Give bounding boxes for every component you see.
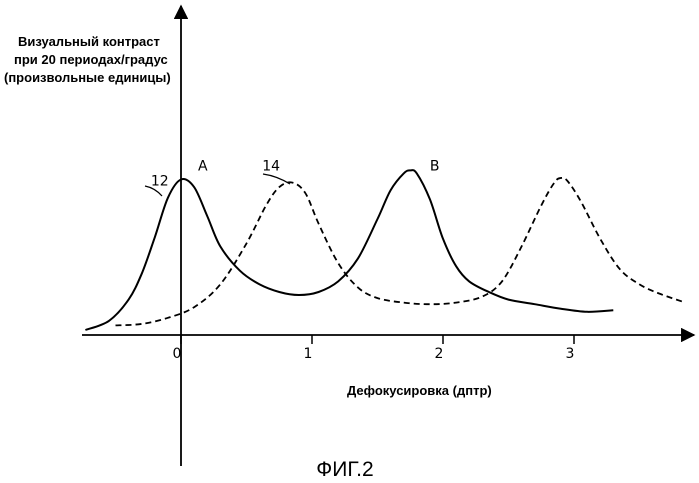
y-axis-label: Визуальный контраст при 20 периодах/град… (4, 34, 171, 85)
curve-12 (85, 170, 613, 330)
x-axis-label: Дефокусировка (дптр) (347, 383, 492, 398)
figure-caption: ФИГ.2 (316, 458, 373, 481)
annotation-0: 12 (151, 174, 169, 190)
annotation-1: A (198, 158, 208, 174)
annotation-2: 14 (262, 158, 280, 174)
curves (85, 170, 685, 330)
annotations: 12 A 14 B (145, 158, 440, 196)
x-ticks: 0 1 2 3 (173, 335, 575, 362)
y-axis-label-line-2: при 20 периодах/градус (14, 52, 168, 67)
x-tick-label-1: 1 (304, 346, 313, 362)
x-tick-label-2: 2 (435, 346, 444, 362)
y-axis-label-line-3: (произвольные единицы) (4, 70, 171, 85)
annotation-3: B (430, 158, 440, 174)
y-axis-label-line-1: Визуальный контраст (18, 34, 160, 49)
leader-14 (263, 174, 290, 184)
x-tick-label-3: 3 (566, 346, 575, 362)
x-tick-label-0: 0 (173, 346, 182, 362)
